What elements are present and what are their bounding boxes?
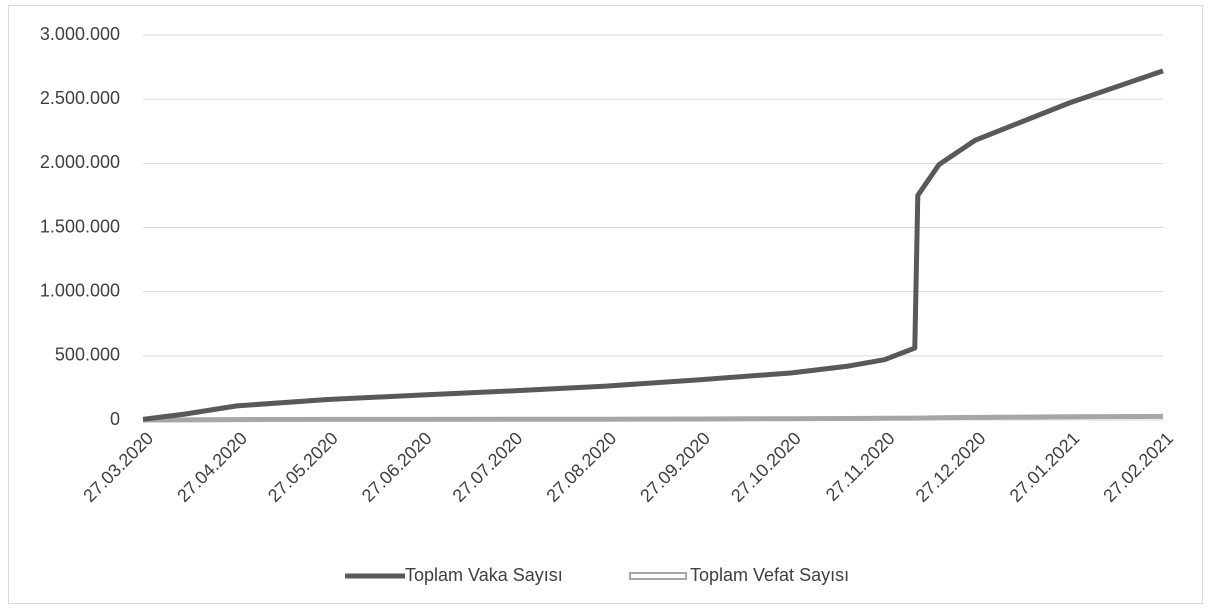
y-tick-label: 1.500.000 [40, 216, 120, 236]
legend-label: Toplam Vaka Sayısı [405, 565, 563, 585]
legend-label: Toplam Vefat Sayısı [690, 565, 849, 585]
y-tick-label: 500.000 [55, 345, 120, 365]
series-line [142, 413, 1164, 423]
y-tick-label: 2.000.000 [40, 152, 120, 172]
series-line [142, 68, 1164, 422]
y-tick-label: 2.500.000 [40, 88, 120, 108]
y-tick-label: 0 [110, 409, 120, 429]
legend-swatch [629, 572, 687, 580]
y-tick-label: 3.000.000 [40, 24, 120, 44]
chart-frame [8, 5, 1203, 604]
y-tick-label: 1.000.000 [40, 280, 120, 300]
